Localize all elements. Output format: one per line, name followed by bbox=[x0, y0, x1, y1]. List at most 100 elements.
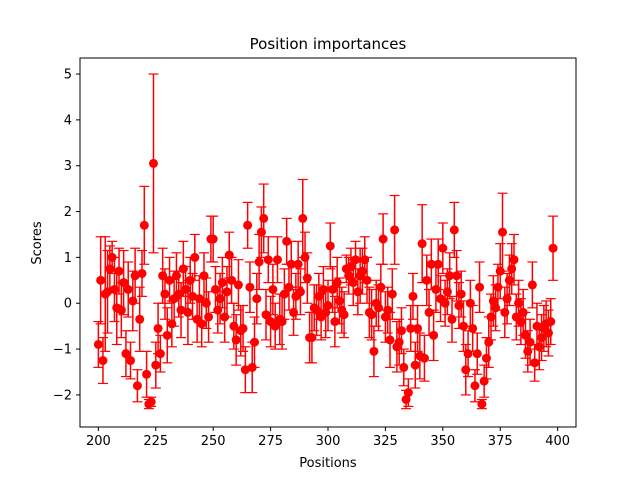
data-point bbox=[114, 266, 124, 276]
data-point bbox=[394, 337, 404, 347]
data-point bbox=[504, 275, 514, 285]
data-point bbox=[194, 294, 204, 304]
data-point bbox=[406, 323, 416, 333]
markers-group bbox=[93, 158, 558, 409]
data-point bbox=[254, 257, 264, 267]
data-point bbox=[272, 255, 282, 265]
data-point bbox=[376, 282, 386, 292]
data-point bbox=[493, 282, 503, 292]
data-point bbox=[188, 291, 198, 301]
data-point bbox=[383, 305, 393, 315]
data-point bbox=[153, 323, 163, 333]
x-axis-label: Positions bbox=[299, 456, 357, 471]
data-point bbox=[447, 314, 457, 324]
y-axis-label: Scores bbox=[30, 221, 45, 264]
data-point bbox=[323, 301, 333, 311]
data-point bbox=[181, 284, 191, 294]
data-point bbox=[422, 275, 432, 285]
data-point bbox=[477, 399, 487, 409]
x-tick-label: 325 bbox=[373, 434, 398, 449]
data-point bbox=[215, 294, 225, 304]
data-point bbox=[440, 298, 450, 308]
data-point bbox=[452, 271, 462, 281]
data-point bbox=[121, 349, 131, 359]
data-point bbox=[171, 271, 181, 281]
data-point bbox=[284, 282, 294, 292]
data-point bbox=[525, 337, 535, 347]
data-point bbox=[357, 266, 367, 276]
data-point bbox=[502, 294, 512, 304]
x-tick-label: 250 bbox=[201, 434, 226, 449]
data-point bbox=[178, 264, 188, 274]
data-point bbox=[380, 312, 390, 322]
data-point bbox=[146, 397, 156, 407]
data-point bbox=[160, 289, 170, 299]
data-point bbox=[263, 255, 273, 265]
data-point bbox=[270, 321, 280, 331]
data-point bbox=[116, 305, 126, 315]
y-tick-label: 5 bbox=[64, 68, 72, 83]
data-point bbox=[463, 349, 473, 359]
data-point bbox=[328, 284, 338, 294]
data-point bbox=[442, 287, 452, 297]
x-tick-label: 225 bbox=[143, 434, 168, 449]
data-point bbox=[130, 271, 140, 281]
data-point bbox=[530, 358, 540, 368]
data-point bbox=[491, 303, 501, 313]
data-point bbox=[520, 330, 530, 340]
data-point bbox=[185, 275, 195, 285]
y-tick-label: 2 bbox=[64, 205, 72, 220]
data-point bbox=[176, 305, 186, 315]
data-point bbox=[183, 307, 193, 317]
data-point bbox=[330, 317, 340, 327]
x-tick-label: 400 bbox=[545, 434, 570, 449]
data-point bbox=[514, 298, 524, 308]
data-point bbox=[456, 289, 466, 299]
data-point bbox=[213, 305, 223, 315]
data-point bbox=[314, 291, 324, 301]
data-point bbox=[543, 328, 553, 338]
data-point bbox=[431, 284, 441, 294]
data-point bbox=[243, 220, 253, 230]
data-point bbox=[132, 381, 142, 391]
data-point bbox=[256, 227, 266, 237]
data-point bbox=[261, 310, 271, 320]
data-point bbox=[369, 346, 379, 356]
data-point bbox=[353, 287, 363, 297]
data-point bbox=[433, 259, 443, 269]
data-point bbox=[199, 271, 209, 281]
data-point bbox=[523, 346, 533, 356]
data-point bbox=[454, 301, 464, 311]
data-point bbox=[307, 333, 317, 343]
data-point bbox=[438, 243, 448, 253]
x-tick-label: 275 bbox=[258, 434, 283, 449]
data-point bbox=[332, 278, 342, 288]
data-point bbox=[429, 330, 439, 340]
data-point bbox=[419, 353, 429, 363]
data-point bbox=[518, 307, 528, 317]
data-point bbox=[475, 282, 485, 292]
data-point bbox=[128, 296, 138, 306]
data-point bbox=[293, 259, 303, 269]
data-point bbox=[210, 284, 220, 294]
data-point bbox=[481, 353, 491, 363]
data-point bbox=[279, 289, 289, 299]
data-point bbox=[135, 314, 145, 324]
data-point bbox=[537, 333, 547, 343]
chart-title: Position importances bbox=[250, 35, 407, 53]
data-point bbox=[399, 362, 409, 372]
data-point bbox=[500, 307, 510, 317]
data-point bbox=[109, 284, 119, 294]
data-point bbox=[107, 252, 117, 262]
data-point bbox=[534, 342, 544, 352]
data-point bbox=[390, 225, 400, 235]
data-point bbox=[167, 319, 177, 329]
data-point bbox=[387, 289, 397, 299]
data-point bbox=[295, 287, 305, 297]
data-point bbox=[204, 312, 214, 322]
y-tick-label: 4 bbox=[64, 113, 72, 128]
data-point bbox=[321, 307, 331, 317]
data-point bbox=[339, 310, 349, 320]
data-point bbox=[98, 356, 108, 366]
